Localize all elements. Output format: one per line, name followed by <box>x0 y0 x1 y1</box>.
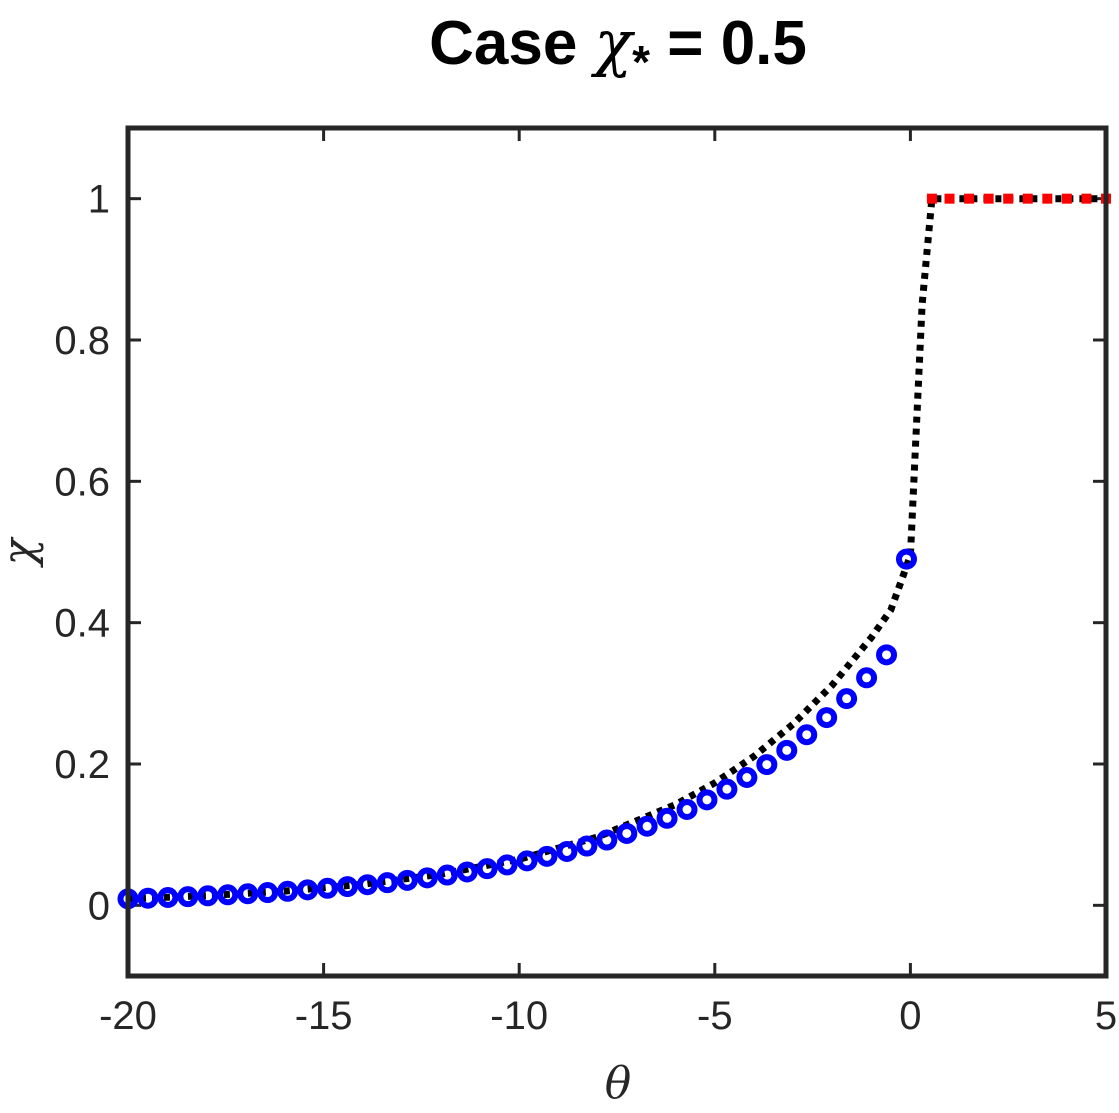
y-axis-label: χ <box>0 536 45 568</box>
left-branch-point <box>277 880 299 902</box>
axes-frame <box>125 125 1109 979</box>
chart-title: Case χ* = 0.5 <box>429 6 807 88</box>
left-branch-point <box>656 807 678 829</box>
y-tick-label: 0.2 <box>54 743 110 787</box>
left-branch-point <box>317 877 339 899</box>
tick-marks <box>126 128 1108 976</box>
left-branch-point <box>716 778 738 800</box>
chart-title-symbol: χ <box>591 6 636 79</box>
left-branch-point <box>376 872 398 894</box>
left-branch-point <box>816 707 838 729</box>
chart-title-subscript: * <box>632 36 650 88</box>
plot-area: -20 -15 -10 -5 0 5 0 0.2 0.4 0.6 0.8 1 <box>54 125 1117 1038</box>
marker-layer <box>117 193 1111 910</box>
curve-layer <box>127 195 1106 903</box>
x-tick-label: 0 <box>899 994 921 1038</box>
left-branch-point <box>496 854 518 876</box>
left-branch-point <box>257 882 279 904</box>
left-branch-point <box>796 724 818 746</box>
y-tick-label: 1 <box>88 178 110 222</box>
x-tick-label: -20 <box>99 994 157 1038</box>
right-branch-point <box>1061 193 1072 204</box>
left-branch-point <box>856 667 878 689</box>
left-branch-point <box>197 885 219 907</box>
right-branch-point <box>944 193 955 204</box>
left-branch-point <box>356 874 378 896</box>
left-branch-point <box>396 869 418 891</box>
left-branch-point <box>456 861 478 883</box>
y-tick-label: 0.4 <box>54 602 110 646</box>
left-branch-point <box>157 886 179 908</box>
left-branch-point <box>516 850 538 872</box>
left-branch-point <box>736 766 758 788</box>
right-branch-point <box>1081 193 1092 204</box>
chart-title-suffix: = 0.5 <box>650 9 807 78</box>
y-tick-labels: 0 0.2 0.4 0.6 0.8 1 <box>54 178 110 929</box>
left-branch-point <box>556 840 578 862</box>
right-branch-point <box>1003 193 1014 204</box>
left-branch-point <box>217 884 239 906</box>
left-branch-point <box>536 845 558 867</box>
right-branch-point <box>926 193 937 204</box>
right-branch-point <box>1022 193 1033 204</box>
x-tick-label: -5 <box>697 994 733 1038</box>
dotted-curve-line <box>127 195 1106 903</box>
x-tick-label: -15 <box>295 994 353 1038</box>
left-branch-point <box>876 644 898 666</box>
x-tick-label: 5 <box>1095 994 1117 1038</box>
left-branch-point <box>895 548 917 570</box>
left-branch-point <box>436 864 458 886</box>
left-branch-point <box>137 887 159 909</box>
right-branch-point <box>1042 193 1053 204</box>
x-axis-label: θ <box>605 1058 632 1109</box>
left-branch-point <box>237 883 259 905</box>
left-branch-point <box>616 822 638 844</box>
right-branch-point <box>983 193 994 204</box>
x-tick-label: -10 <box>490 994 548 1038</box>
left-branch-point <box>336 876 358 898</box>
y-tick-label: 0 <box>88 884 110 928</box>
left-branch-point <box>297 879 319 901</box>
left-branch-point <box>696 789 718 811</box>
y-tick-label: 0.8 <box>54 319 110 363</box>
left-branch-point <box>776 739 798 761</box>
left-branch-point <box>676 799 698 821</box>
left-branch-point <box>756 754 778 776</box>
left-branch-point <box>636 815 658 837</box>
left-branch-point <box>596 829 618 851</box>
left-branch-point <box>416 867 438 889</box>
y-tick-label: 0.6 <box>54 460 110 504</box>
left-branch-point <box>476 858 498 880</box>
left-branch-point <box>836 688 858 710</box>
left-branch-point <box>177 886 199 908</box>
x-tick-labels: -20 -15 -10 -5 0 5 <box>99 994 1117 1038</box>
chart-title-prefix: Case <box>429 9 594 78</box>
right-branch-point <box>964 193 975 204</box>
left-branch-point <box>576 835 598 857</box>
